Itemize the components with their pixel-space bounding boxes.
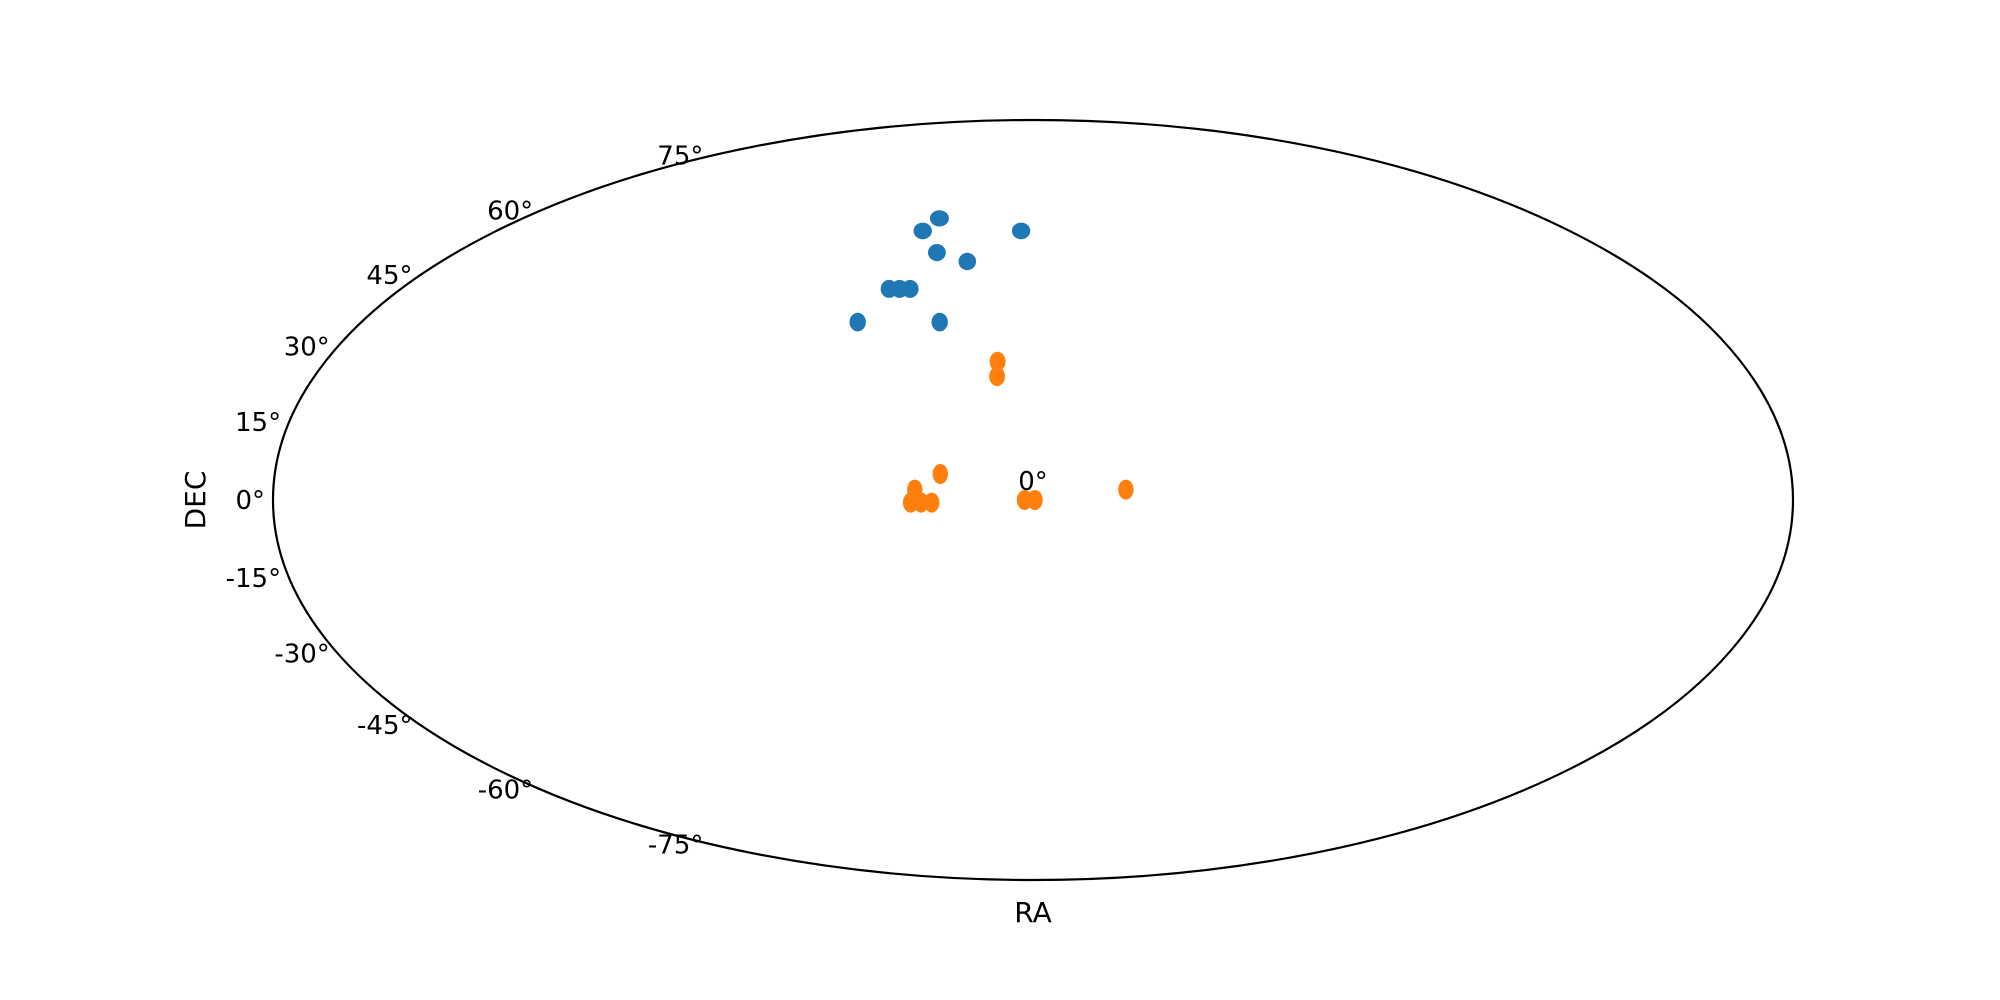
dec-tick-label: 30° bbox=[284, 333, 330, 363]
projection-frame bbox=[271, 118, 1795, 882]
scatter-point bbox=[1011, 222, 1031, 240]
scatter-point bbox=[913, 492, 929, 513]
scatter-point bbox=[924, 492, 940, 513]
y-axis-label: DEC bbox=[179, 471, 212, 530]
dec-tick-label: 60° bbox=[487, 196, 533, 226]
x-axis-label: RA bbox=[1014, 896, 1051, 929]
dec-tick-label: -75° bbox=[648, 830, 703, 860]
scatter-point bbox=[1118, 479, 1134, 500]
series-2 bbox=[902, 351, 1134, 513]
dec-tick-label: -15° bbox=[226, 564, 281, 594]
dec-tick-label: -60° bbox=[478, 776, 533, 806]
dec-tick-labels: -75° -60° -45° -30° -15° 0° 15° 30° 45° 60° 75° bbox=[226, 142, 704, 861]
scatter-point bbox=[913, 222, 932, 240]
dec-tick-label: -30° bbox=[274, 640, 329, 670]
dec-tick-label: 0° bbox=[235, 486, 265, 516]
scatter-point bbox=[989, 351, 1006, 371]
scatter-point bbox=[958, 252, 977, 271]
dec-tick-label: 75° bbox=[657, 142, 703, 172]
dec-tick-label: 15° bbox=[235, 408, 281, 438]
scatter-point bbox=[989, 366, 1005, 387]
scatter-series bbox=[849, 210, 1134, 513]
scatter-point bbox=[932, 464, 948, 484]
dec-tick-label: 45° bbox=[366, 261, 412, 291]
series-1 bbox=[849, 210, 1031, 332]
scatter-point bbox=[901, 279, 919, 298]
dec-tick-label: -45° bbox=[357, 711, 412, 741]
scatter-point bbox=[1027, 490, 1043, 510]
scatter-point bbox=[931, 312, 948, 332]
scatter-point bbox=[928, 244, 946, 262]
scatter-point bbox=[929, 210, 949, 227]
scatter-point bbox=[849, 312, 866, 332]
